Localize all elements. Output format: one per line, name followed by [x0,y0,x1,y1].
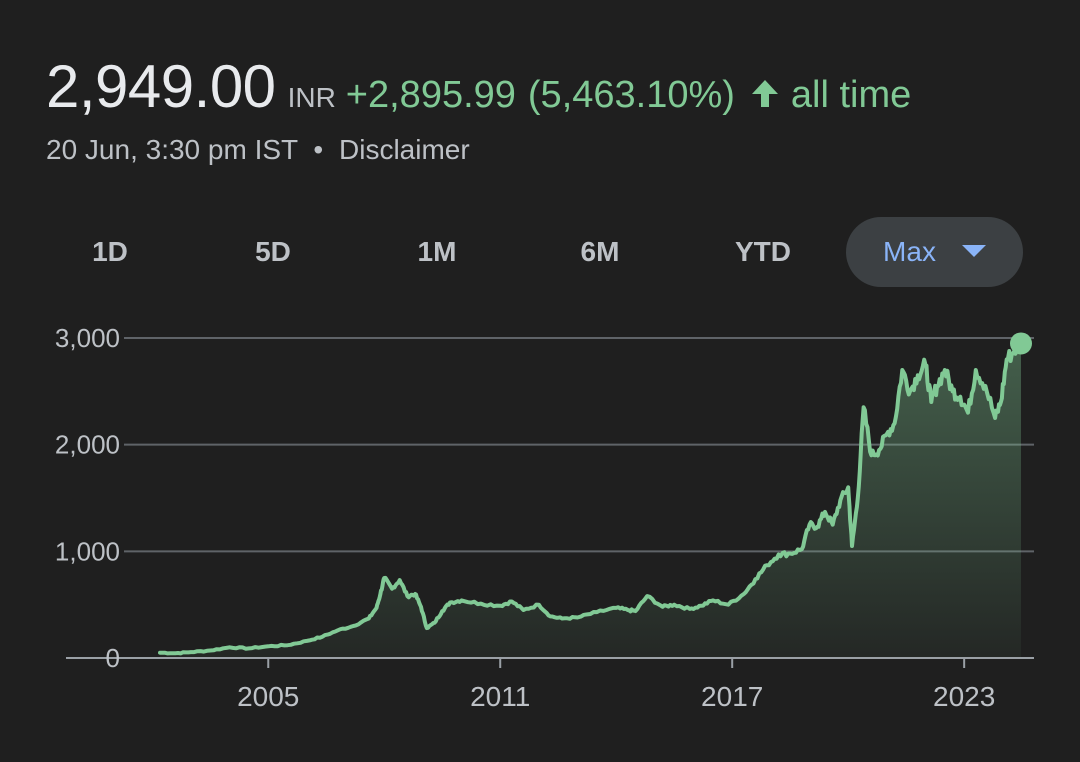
y-tick-label: 0 [106,643,120,673]
timestamp-line: 20 Jun, 3:30 pm IST • Disclaimer [46,134,470,166]
price-change-percent: (5,463.10%) [527,74,735,116]
tab-6m[interactable]: 6M [550,217,650,287]
tab-5d[interactable]: 5D [223,217,323,287]
timestamp: 20 Jun, 3:30 pm IST [46,134,298,165]
tab-label: YTD [735,236,791,267]
latest-price-marker [1010,332,1032,355]
tab-label: 1D [92,236,128,267]
price-line [158,339,1023,656]
price-area-fill [160,341,1021,658]
range-tabs: 1D 5D 1M 6M YTD Max [30,217,1030,287]
x-tick-label: 2023 [933,681,995,712]
tab-label: 5D [255,236,291,267]
price-chart: 0 1,000 2,000 3,000 2005 2011 2017 2023 [55,323,1034,712]
tab-max[interactable]: Max [846,217,1023,287]
x-tick-label: 2011 [470,681,530,712]
separator-dot: • [313,134,324,165]
current-price: 2,949.00 [46,53,276,120]
y-tick-label: 2,000 [55,430,120,460]
currency-code: INR [287,82,336,113]
dropdown-caret-icon [961,245,986,257]
tab-ytd[interactable]: YTD [713,217,813,287]
tab-label: 6M [580,236,620,267]
arrow-up-icon [749,77,781,109]
x-tick-label: 2017 [701,681,763,712]
change-period: all time [790,74,912,116]
price-change: +2,895.99 [345,74,516,116]
price-row: 2,949.00 INR +2,895.99 (5,463.10%) all t… [46,52,911,121]
y-tick-label: 1,000 [55,536,120,566]
tab-label: Max [883,236,936,267]
tab-label: 1M [417,236,457,267]
tab-1m[interactable]: 1M [387,217,487,287]
tab-1d[interactable]: 1D [60,217,160,287]
disclaimer-link[interactable]: Disclaimer [339,134,470,165]
x-tick-label: 2005 [237,681,299,712]
y-tick-label: 3,000 [55,323,120,353]
